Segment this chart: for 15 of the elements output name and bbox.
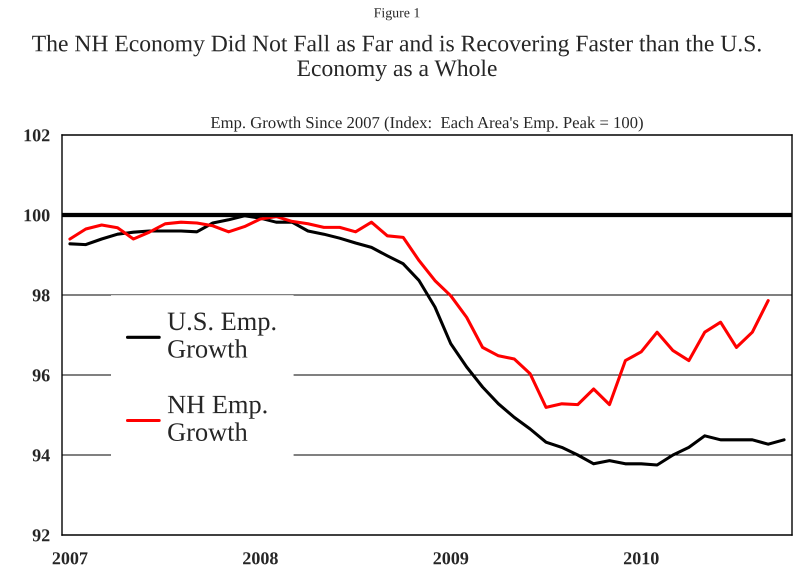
x-tick-label: 2010 [624, 552, 659, 564]
legend-label: NH Emp. Growth [168, 396, 267, 441]
y-tick-label: 92 [32, 529, 50, 542]
chart-subtitle: Emp. Growth Since 2007 (Index: Each Area's Emp. Peak = 100) [210, 116, 643, 132]
y-tick-label: 102 [24, 129, 50, 142]
legend-label: U.S. Emp. Growth [168, 312, 276, 358]
chart-title: The NH Economy Did Not Fall as Far and is Recovering Faster than the U.S. Economy as a Whole [32, 34, 761, 82]
y-tick-label: 100 [24, 209, 50, 222]
y-tick-label: 94 [32, 449, 50, 462]
y-tick-label: 96 [32, 369, 50, 382]
y-tick-label: 98 [32, 289, 50, 302]
caption: Figure 1 [374, 8, 420, 20]
x-tick-label: 2007 [52, 552, 88, 564]
x-tick-label: 2008 [243, 552, 278, 564]
x-tick-label: 2009 [434, 552, 468, 564]
